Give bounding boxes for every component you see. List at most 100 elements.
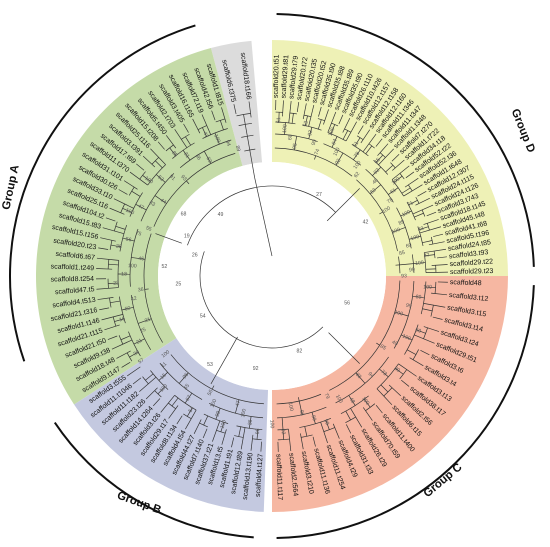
- group-a-clade-stem: [133, 338, 145, 345]
- group-d-clade-stem: [385, 164, 394, 173]
- bootstrap-value: 57: [137, 357, 145, 365]
- bootstrap-value: 100: [401, 209, 412, 218]
- group-a-clade-stem: [214, 132, 220, 145]
- group-d-leaf-branch: [405, 171, 415, 179]
- group-d-clade-stem: [342, 130, 349, 140]
- group-d-clade-stem: [291, 113, 294, 124]
- group-d-clade-stem: [284, 122, 286, 135]
- group-a-leaf-branch: [100, 237, 116, 242]
- bootstrap-value: 56: [125, 236, 132, 243]
- internal-bootstrap-value: 25: [175, 282, 181, 288]
- group-a-clade-arc: [113, 221, 118, 232]
- internal-bootstrap-value: 56: [344, 301, 350, 307]
- group-b-leaf-branch: [152, 398, 161, 407]
- backbone-arc: [187, 185, 336, 246]
- bootstrap-value: 100: [210, 398, 219, 408]
- group-c-leaf-branch: [288, 429, 292, 452]
- bootstrap-value: 45: [183, 383, 191, 391]
- bootstrap-value: 13: [121, 271, 127, 277]
- group-b-clade-stem: [178, 372, 189, 384]
- group-d-leaf-branch: [436, 256, 447, 259]
- group-c-leaf-branch: [376, 388, 393, 406]
- group-a-clade-stem: [219, 120, 224, 130]
- group-c-clade-stem: [298, 397, 300, 402]
- group-d-clade-stem: [293, 136, 298, 151]
- group-a-leaf-branch: [109, 207, 125, 215]
- group-d-leaf-branch: [378, 148, 394, 165]
- group-c-clade-stem: [422, 308, 433, 312]
- group-d-leaf-branch: [377, 143, 389, 156]
- group-a-clade-stem: [129, 351, 139, 358]
- bootstrap-value: 55: [145, 225, 153, 233]
- group-d-leaf-label: scaffold29.t23: [450, 268, 494, 276]
- group-a-clade-stem: [203, 151, 212, 164]
- group-c-leaf-branch: [398, 363, 417, 377]
- bootstrap-value: 83: [354, 372, 362, 380]
- group-d-clade-stem: [317, 119, 322, 130]
- group-c-clade-stem: [345, 410, 351, 421]
- bootstrap-value: 62: [353, 171, 361, 179]
- group-b-leaf-branch: [221, 429, 227, 445]
- group-a-clade-stem: [121, 306, 134, 311]
- group-a-clade-stem: [122, 207, 132, 213]
- bootstrap-value: 65: [374, 157, 382, 165]
- group-d-clade-stem: [424, 254, 435, 257]
- bootstrap-value: 85: [399, 250, 406, 257]
- group-d-leaf-branch: [288, 101, 292, 123]
- outgroup-leaf-branch: [233, 104, 237, 115]
- group-b-label: Group B: [115, 490, 162, 517]
- group-b-leaf-branch: [185, 409, 197, 430]
- internal-bootstrap-value: 92: [253, 366, 259, 372]
- outgroup-clade-arc: [236, 113, 251, 117]
- group-c-clade-arc: [393, 281, 415, 349]
- bootstrap-value: 47: [235, 400, 242, 407]
- bootstrap-value: 94: [331, 138, 339, 146]
- group-c-sector: [272, 276, 508, 512]
- bootstrap-value: 22: [113, 280, 119, 286]
- group-c-clade-stem: [395, 368, 404, 375]
- group-a-leaf-branch: [150, 148, 166, 165]
- group-c-clade-stem: [281, 417, 284, 430]
- group-d-leaf-branch: [426, 211, 437, 217]
- group-d-leaf-branch: [423, 219, 439, 225]
- group-c-clade-stem: [412, 295, 425, 299]
- group-b-clade-stem: [220, 422, 225, 432]
- group-b-arc: [53, 421, 254, 539]
- group-d-leaf-label: scaffold29.t22: [449, 258, 493, 268]
- group-b-leaf-branch: [231, 437, 235, 448]
- bootstrap-value: 78: [386, 197, 394, 205]
- group-d-leaf-label: scaffold3.t93: [449, 249, 489, 260]
- group-d-clade-arc: [408, 184, 413, 192]
- group-d-leaf-branch: [338, 114, 344, 125]
- group-a-leaf-branch: [104, 324, 120, 331]
- bootstrap-value: 93: [179, 174, 187, 182]
- bootstrap-value: 100: [268, 420, 274, 429]
- group-d-leaf-branch: [323, 109, 329, 125]
- bootstrap-value: 21: [144, 317, 152, 325]
- group-a-clade-stem: [110, 300, 121, 304]
- bootstrap-value: 100: [125, 208, 135, 217]
- group-d-clade-stem: [335, 152, 344, 166]
- group-a-leaf-branch: [123, 180, 138, 190]
- group-c-clade-stem: [394, 311, 409, 317]
- group-c-clade-stem: [298, 401, 303, 415]
- group-a-leaf-branch: [136, 163, 145, 171]
- bootstrap-value: 100: [143, 176, 154, 186]
- group-c-clade-arc: [340, 395, 369, 415]
- group-d-clade-stem: [401, 187, 411, 194]
- group-d-clade-stem: [393, 175, 403, 183]
- bootstrap-value: 56: [207, 389, 215, 397]
- bootstrap-value: 100: [401, 333, 411, 342]
- outgroup-clade-stem: [249, 149, 251, 154]
- group-a-leaf-branch: [183, 123, 189, 133]
- group-b-sector: [74, 338, 269, 512]
- bootstrap-value: 100: [391, 227, 401, 236]
- group-a-clade-stem: [155, 174, 166, 183]
- group-d-clade-stem: [400, 210, 412, 217]
- group-a-clade-stem: [155, 160, 163, 169]
- group-d-leaf-branch: [428, 241, 445, 246]
- bootstrap-value: 100: [159, 383, 169, 394]
- group-c-clade-stem: [282, 429, 285, 440]
- group-d-leaf-branch: [424, 248, 447, 253]
